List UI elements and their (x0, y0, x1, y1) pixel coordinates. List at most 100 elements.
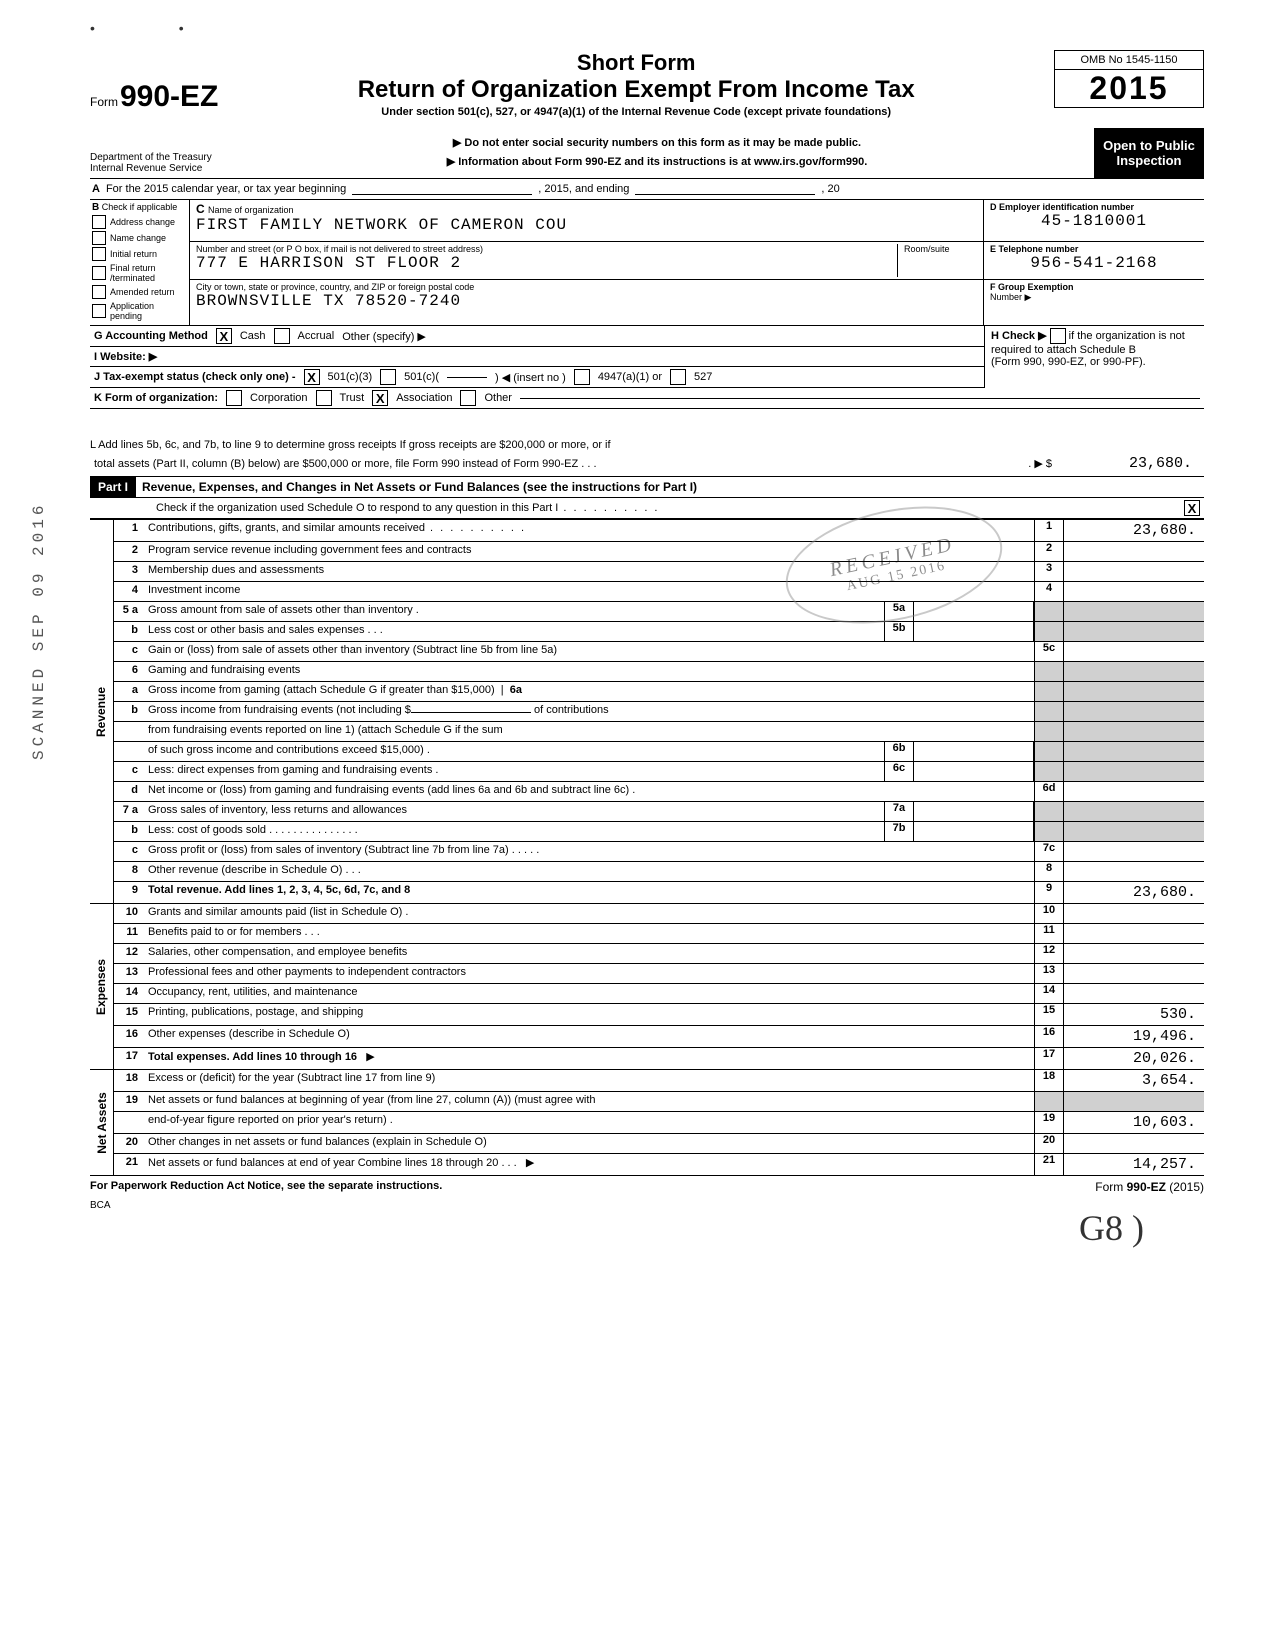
501c-num[interactable] (447, 377, 487, 378)
v15: 530. (1064, 1004, 1204, 1025)
ck-sched-b[interactable] (1050, 328, 1066, 344)
n4: 4 (114, 582, 144, 601)
ein-lbl: D Employer identification number (990, 202, 1198, 212)
ck-initial-return[interactable] (92, 247, 106, 261)
rn7a (1034, 802, 1064, 821)
v20 (1064, 1134, 1204, 1153)
arrow21: ▶ (526, 1157, 534, 1169)
d1: Contributions, gifts, grants, and simila… (144, 520, 1034, 541)
d5b: Less cost or other basis and sales expen… (144, 622, 884, 641)
ck-4947[interactable] (574, 369, 590, 385)
lbl-address-change: Address change (110, 217, 175, 227)
mv7a[interactable] (914, 802, 1034, 821)
ck-pending[interactable] (92, 304, 106, 318)
v6d (1064, 782, 1204, 801)
opt-4947: 4947(a)(1) or (598, 371, 662, 383)
v11 (1064, 924, 1204, 943)
ck-other-org[interactable] (460, 390, 476, 406)
title-block: Short Form Return of Organization Exempt… (230, 50, 1042, 118)
mv7b[interactable] (914, 822, 1034, 841)
paperwork-notice: For Paperwork Reduction Act Notice, see … (90, 1180, 442, 1194)
mv6b[interactable] (914, 742, 1034, 761)
ck-corp[interactable] (226, 390, 242, 406)
n1: 1 (114, 520, 144, 541)
n5b: b (114, 622, 144, 641)
line-g: G Accounting Method XCash Accrual Other … (90, 326, 984, 347)
n11: 11 (114, 924, 144, 943)
ck-assoc[interactable]: X (372, 390, 388, 406)
mn7b: 7b (884, 822, 914, 841)
contrib-blank[interactable] (411, 712, 531, 713)
opt-trust: Trust (340, 392, 365, 404)
mv5b[interactable] (914, 622, 1034, 641)
dept-line-1: Department of the Treasury (90, 152, 220, 163)
rn4: 4 (1034, 582, 1064, 601)
rn21: 21 (1034, 1154, 1064, 1175)
n6: 6 (114, 662, 144, 681)
line-a-text-1: For the 2015 calendar year, or tax year … (106, 183, 346, 195)
ck-527[interactable] (670, 369, 686, 385)
ck-cash[interactable]: X (216, 328, 232, 344)
ck-amended[interactable] (92, 285, 106, 299)
mn6b: 6b (884, 742, 914, 761)
col-b-sub: Check if applicable (102, 202, 178, 212)
line-a-text-2: , 2015, and ending (538, 183, 629, 195)
mn6a-inline: 6a (510, 684, 522, 696)
d5c: Gain or (loss) from sale of assets other… (144, 642, 1034, 661)
rn17: 17 (1034, 1048, 1064, 1069)
line-a-blank-1[interactable] (352, 183, 532, 195)
line-i: I Website: ▶ (90, 347, 984, 367)
line-h-lbl: H Check ▶ (991, 330, 1047, 342)
line-l-arrow: . ▶ $ (1028, 457, 1052, 470)
dept-block: Department of the Treasury Internal Reve… (90, 152, 220, 178)
ck-trust[interactable] (316, 390, 332, 406)
v6b1 (1064, 702, 1204, 721)
rn6 (1034, 662, 1064, 681)
part-1-label: Part I (90, 477, 136, 497)
v6b3 (1064, 742, 1204, 761)
line-a-blank-2[interactable] (635, 183, 815, 195)
line-h-t3: (Form 990, 990-EZ, or 990-PF). (991, 356, 1146, 368)
other-org-line[interactable] (520, 398, 1200, 399)
opt-other-org: Other (484, 392, 512, 404)
mv6c[interactable] (914, 762, 1034, 781)
ck-address-change[interactable] (92, 215, 106, 229)
n8: 8 (114, 862, 144, 881)
side-expenses: Expenses (90, 904, 114, 1070)
ck-501c3[interactable]: X (304, 369, 320, 385)
ck-accrual[interactable] (274, 328, 290, 344)
line-j-lbl: J Tax-exempt status (check only one) - (94, 371, 296, 383)
ck-name-change[interactable] (92, 231, 106, 245)
v7b (1064, 822, 1204, 841)
lbl-final-return: Final return /terminated (110, 263, 187, 283)
rn1: 1 (1034, 520, 1064, 541)
side-revenue: Revenue (90, 520, 114, 904)
rn14: 14 (1034, 984, 1064, 1003)
rn11: 11 (1034, 924, 1064, 943)
n13: 13 (114, 964, 144, 983)
scan-stamp-side: SCANNED SEP 09 2016 (30, 502, 48, 760)
n5a: 5 a (114, 602, 144, 621)
ck-final-return[interactable] (92, 266, 106, 280)
signature: G8 ) (90, 1207, 1204, 1249)
d6c: Less: direct expenses from gaming and fu… (144, 762, 884, 781)
rn7b (1034, 822, 1064, 841)
d20: Other changes in net assets or fund bala… (144, 1134, 1034, 1153)
n6a: a (114, 682, 144, 701)
ck-schedule-o[interactable]: X (1184, 500, 1200, 516)
rn6d: 6d (1034, 782, 1064, 801)
mv5a[interactable] (914, 602, 1034, 621)
dept-line-2: Internal Revenue Service (90, 163, 220, 174)
rn19s (1034, 1092, 1064, 1111)
d19b: end-of-year figure reported on prior yea… (144, 1112, 1034, 1133)
d6a: Gross income from gaming (attach Schedul… (148, 684, 495, 696)
rn6b3 (1034, 742, 1064, 761)
d6b2: from fundraising events reported on line… (144, 722, 1034, 741)
ck-501c[interactable] (380, 369, 396, 385)
rn9: 9 (1034, 882, 1064, 903)
line-l: L Add lines 5b, 6c, and 7b, to line 9 to… (90, 439, 1204, 477)
d3: Membership dues and assessments (144, 562, 1034, 581)
mn5b: 5b (884, 622, 914, 641)
n15: 15 (114, 1004, 144, 1025)
form-ref-num: 990-EZ (1127, 1180, 1166, 1194)
